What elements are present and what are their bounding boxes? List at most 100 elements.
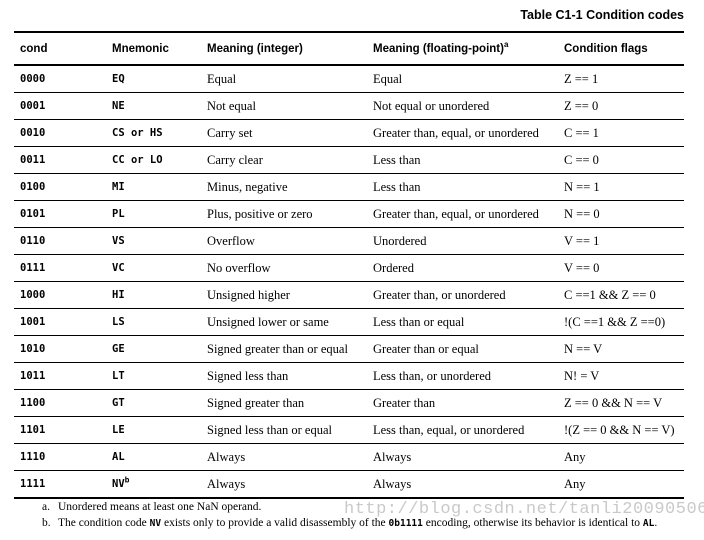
footnote-ref-b: b (124, 475, 130, 485)
meaning-floating-point-cell: Greater than or equal (373, 335, 564, 363)
meaning-floating-point-cell: Not equal or unordered (373, 92, 564, 120)
condition-flags-cell: !(Z == 0 && N == V) (564, 416, 684, 444)
footnote-plain-text: exists only to provide a valid disassemb… (161, 517, 389, 529)
meaning-floating-point-cell: Greater than, equal, or unordered (373, 119, 564, 147)
table-row: 1111 NVb Always Always Any (14, 470, 684, 499)
meaning-floating-point-cell: Always (373, 470, 564, 499)
table-row: 0111 VC No overflow Ordered V == 0 (14, 254, 684, 282)
meaning-floating-point-cell: Unordered (373, 227, 564, 255)
mnemonic-cell: LT (112, 362, 207, 390)
table-row: 0101 PL Plus, positive or zero Greater than… (14, 200, 684, 228)
cond-cell: 1100 (14, 389, 112, 417)
footnote-text: The condition code NV exists only to pro… (58, 517, 657, 529)
meaning-integer-cell: Carry set (207, 119, 373, 147)
table-row: 0000 EQ Equal Equal Z == 1 (14, 65, 684, 93)
cond-cell: 1001 (14, 308, 112, 336)
condition-flags-cell: V == 0 (564, 254, 684, 282)
meaning-floating-point-cell: Always (373, 443, 564, 471)
condition-flags-cell: N == 1 (564, 173, 684, 201)
footnote-text: Unordered means at least one NaN operand… (58, 501, 261, 513)
mnemonic-cell: MI (112, 173, 207, 201)
table-row: 0010 CS or HS Carry set Greater than, equal… (14, 119, 684, 147)
meaning-floating-point-cell: Less than or equal (373, 308, 564, 336)
cond-cell: 1010 (14, 335, 112, 363)
meaning-integer-cell: Not equal (207, 92, 373, 120)
header-meaning-floating-point: Meaning (floating-point)a (373, 32, 564, 66)
meaning-floating-point-cell: Greater than, equal, or unordered (373, 200, 564, 228)
meaning-integer-cell: Plus, positive or zero (207, 200, 373, 228)
meaning-integer-cell: Carry clear (207, 146, 373, 174)
condition-flags-cell: Z == 1 (564, 65, 684, 93)
mnemonic-cell: AL (112, 443, 207, 471)
table-row: 0110 VS Overflow Unordered V == 1 (14, 227, 684, 255)
table-row: 0011 CC or LO Carry clear Less than C == 0 (14, 146, 684, 174)
condition-flags-cell: Any (564, 443, 684, 471)
meaning-integer-cell: Signed greater than or equal (207, 335, 373, 363)
mnemonic-cell: EQ (112, 65, 207, 93)
footnote-code-text: AL (642, 518, 655, 529)
footnote-label: a. (42, 501, 50, 513)
condition-flags-cell: Z == 0 && N == V (564, 389, 684, 417)
meaning-integer-cell: Overflow (207, 227, 373, 255)
meaning-floating-point-cell: Equal (373, 65, 564, 93)
table-row: 1010 GE Signed greater than or equal Greate… (14, 335, 684, 363)
meaning-integer-cell: Unsigned lower or same (207, 308, 373, 336)
mnemonic-cell: GE (112, 335, 207, 363)
footnote-plain-text: . (654, 517, 658, 529)
footnotes: a. Unordered means at least one NaN opera… (42, 501, 657, 533)
footnote-plain-text: Unordered means at least one NaN operand… (58, 501, 262, 513)
meaning-integer-cell: Unsigned higher (207, 281, 373, 309)
mnemonic-cell: NVb (112, 470, 207, 499)
cond-cell: 0111 (14, 254, 112, 282)
meaning-floating-point-cell: Less than, or unordered (373, 362, 564, 390)
meaning-integer-cell: Signed less than or equal (207, 416, 373, 444)
mnemonic-cell: GT (112, 389, 207, 417)
mnemonic-cell: CS or HS (112, 119, 207, 147)
footnote-plain-text: encoding, otherwise its behavior is iden… (422, 517, 643, 529)
cond-cell: 1101 (14, 416, 112, 444)
condition-flags-cell: N == V (564, 335, 684, 363)
mnemonic-cell: VC (112, 254, 207, 282)
footnote-code-text: 0b1111 (388, 518, 423, 529)
meaning-floating-point-cell: Less than, equal, or unordered (373, 416, 564, 444)
footnote-label: b. (42, 517, 51, 529)
condition-flags-cell: C == 0 (564, 146, 684, 174)
condition-flags-cell: C == 1 (564, 119, 684, 147)
footnote: b. The condition code NV exists only to p… (42, 517, 657, 529)
condition-flags-cell: !(C ==1 && Z ==0) (564, 308, 684, 336)
meaning-floating-point-cell: Ordered (373, 254, 564, 282)
footnote-plain-text: The condition code (58, 517, 150, 529)
table-row: 1110 AL Always Always Any (14, 443, 684, 471)
footnote-code-text: NV (149, 518, 162, 529)
meaning-integer-cell: Equal (207, 65, 373, 93)
mnemonic-cell: VS (112, 227, 207, 255)
meaning-integer-cell: Signed greater than (207, 389, 373, 417)
footnote: a. Unordered means at least one NaN opera… (42, 501, 657, 513)
cond-cell: 1110 (14, 443, 112, 471)
table-header: cond Mnemonic Meaning (integer) Meaning … (14, 32, 684, 66)
cond-cell: 0110 (14, 227, 112, 255)
header-condition-flags: Condition flags (564, 32, 684, 66)
header-meaning-fp-label: Meaning (floating-point) (373, 42, 504, 55)
meaning-floating-point-cell: Less than (373, 146, 564, 174)
cond-cell: 0011 (14, 146, 112, 174)
condition-flags-cell: Z == 0 (564, 92, 684, 120)
meaning-integer-cell: Minus, negative (207, 173, 373, 201)
cond-cell: 0001 (14, 92, 112, 120)
meaning-floating-point-cell: Greater than (373, 389, 564, 417)
table-row: 0100 MI Minus, negative Less than N == 1 (14, 173, 684, 201)
mnemonic-cell: CC or LO (112, 146, 207, 174)
table-row: 1001 LS Unsigned lower or same Less than or… (14, 308, 684, 336)
cond-cell: 0000 (14, 65, 112, 93)
table-body: 0000 EQ Equal Equal Z == 1 0001 NE Not equal Not… (14, 65, 684, 499)
cond-cell: 1000 (14, 281, 112, 309)
watermark-text: http://blog.csdn.net/tanli20090506 (344, 500, 704, 519)
meaning-integer-cell: Signed less than (207, 362, 373, 390)
table-row: 1011 LT Signed less than Less than, or unor… (14, 362, 684, 390)
cond-cell: 0010 (14, 119, 112, 147)
cond-cell: 0100 (14, 173, 112, 201)
cond-cell: 1111 (14, 470, 112, 499)
meaning-floating-point-cell: Greater than, or unordered (373, 281, 564, 309)
table-row: 0001 NE Not equal Not equal or unordered Z =… (14, 92, 684, 120)
header-mnemonic: Mnemonic (112, 32, 207, 66)
